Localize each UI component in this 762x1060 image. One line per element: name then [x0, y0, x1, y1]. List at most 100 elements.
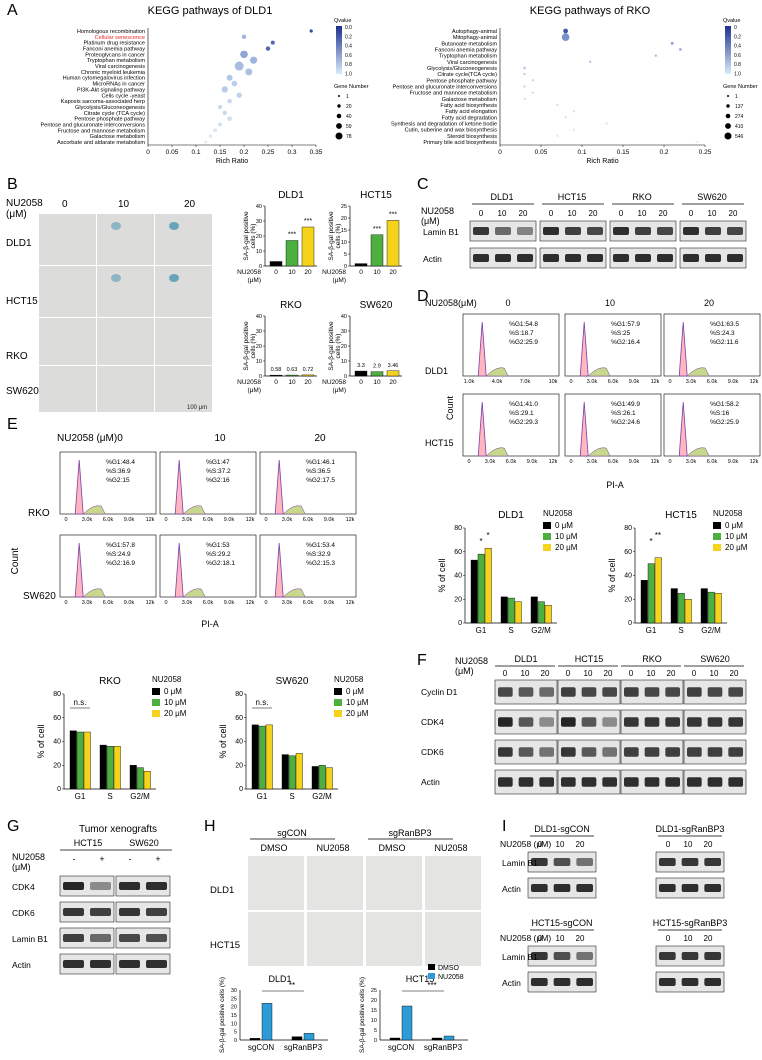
flow-x-tick: 12k [346, 517, 355, 523]
flow-s-g2 [686, 367, 710, 377]
kegg-bubble [218, 104, 222, 109]
blot-band [531, 884, 548, 892]
flow-x-tick: 3.0k [182, 517, 193, 523]
c-dose-label: 0 [689, 209, 694, 218]
i-dose-label: 10 [684, 840, 693, 849]
blot-band [498, 717, 513, 727]
cc-x-tick-label: S [107, 792, 112, 801]
e-row-rko: RKO [28, 508, 50, 519]
d-dose-label: 0 [505, 298, 510, 308]
blot-band [705, 254, 721, 262]
flow-stat: %G2:25.9 [710, 419, 739, 426]
kegg-gene-label: 40 [346, 114, 352, 120]
kegg-bubble [564, 116, 567, 119]
cc-y-tick-label: 20 [624, 596, 632, 603]
blot-band [635, 227, 651, 235]
cc-bar [537, 601, 545, 624]
cc-y-tick-label: 80 [624, 525, 632, 532]
blot-band [602, 717, 617, 727]
kegg-gene-dot [725, 113, 731, 119]
kegg-bubble [670, 41, 674, 45]
flow-stat: %S:29.1 [509, 410, 534, 417]
b-y-label-line1: SA-β-gal positive [243, 321, 250, 371]
blot-band [728, 747, 743, 757]
blot-band [727, 254, 743, 262]
c-dose-label: 10 [568, 209, 577, 218]
g-sign: + [155, 854, 160, 864]
cc-bar [258, 725, 266, 790]
cc-chart-title: RKO [99, 676, 121, 687]
b-y-label-line1: SA-β-gal positive [328, 211, 335, 261]
blot-band [90, 960, 111, 968]
cc-legend-swatch [334, 710, 342, 717]
flow-stat: %G2:18.1 [206, 560, 235, 567]
blot-band [539, 687, 554, 697]
flow-x-tick: 12k [651, 379, 660, 385]
blot-band [63, 960, 84, 968]
cc-x-tick-label: S [678, 626, 683, 635]
flow-x-tick: 0 [64, 600, 67, 606]
b-row-sw620: SW620 [6, 386, 39, 397]
cc-bar [470, 559, 478, 624]
cc-y-tick-label: 80 [53, 691, 61, 698]
blot-band [518, 687, 534, 697]
cc-y-label: % of cell [36, 724, 46, 758]
kegg-pathway-label: Cutin, suberine and wax biosynthesis [405, 128, 498, 134]
kegg-pathway-label: Pentose and glucuronate interconversions [41, 122, 146, 128]
kegg-bubble [270, 40, 275, 45]
kegg-x-tick-label: 0.25 [699, 149, 712, 156]
b-bar [285, 240, 299, 267]
cc-x-tick-label: G1 [646, 626, 657, 635]
panel-letter-i: I [502, 818, 507, 835]
panel-letter-c: C [417, 176, 429, 193]
flow-x-tick: 12k [246, 517, 255, 523]
f-row-label: CDK6 [421, 747, 444, 757]
h-condition-label: NU2058 [316, 843, 349, 853]
kegg-gene-title: Gene Number [723, 84, 758, 90]
cc-bar [647, 563, 655, 624]
blot-band [561, 747, 576, 757]
flow-x-tick: 6.0k [303, 600, 314, 606]
cc-bar [670, 588, 678, 624]
flow-x-tick: 9.0k [324, 600, 335, 606]
blot-band [543, 227, 559, 235]
b-y-tick-label: 20 [341, 344, 347, 350]
cc-bar [544, 604, 552, 624]
cc-bar [484, 547, 492, 624]
kegg-gene-dot [338, 95, 340, 97]
i-dose-label: 0 [538, 934, 543, 943]
flow-stat: %G2:25.9 [509, 339, 538, 346]
flow-x-tick: 12k [146, 600, 155, 606]
h-bar [431, 1037, 443, 1041]
kegg-title: KEGG pathways of DLD1 [148, 5, 273, 17]
blot-band [90, 908, 111, 916]
blot-band [498, 687, 513, 697]
flow-stat: %G1:58.2 [710, 401, 739, 408]
h-sig-star: *** [427, 981, 436, 990]
b-y-label-line1: SA-β-gal positive [243, 211, 250, 261]
kegg-bubble [245, 68, 253, 76]
e-dose-label: 20 [314, 433, 326, 444]
blot-band [707, 777, 723, 787]
cc-bar [514, 601, 522, 624]
cc-legend-label: 20 μM [555, 543, 578, 552]
h-bar [443, 1035, 455, 1041]
cc-y-tick-label: 80 [454, 525, 462, 532]
b-micrograph [39, 318, 96, 365]
c-dose-label: 10 [498, 209, 507, 218]
panel-d-flow: NU2058(μM) 0 10 20 DLD1 HCT15 Count %G1:54.8 %S:… [425, 298, 761, 490]
cc-legend-swatch [543, 544, 551, 551]
b-y-label-line2: cells (%) [335, 334, 342, 359]
cc-legend-title: NU2058 [334, 675, 364, 684]
flow-x-tick: 12k [750, 379, 759, 385]
b-chart-title: SW620 [360, 300, 393, 311]
blot-band [728, 717, 743, 727]
blot-band [659, 884, 676, 892]
b-bar [269, 261, 283, 267]
cc-legend-swatch [713, 522, 721, 529]
cc-legend-label: 10 μM [725, 532, 748, 541]
cc-x-tick-label: G1 [75, 792, 86, 801]
cc-legend-label: 10 μM [164, 698, 187, 707]
b-y-tick-label: 10 [341, 359, 347, 365]
